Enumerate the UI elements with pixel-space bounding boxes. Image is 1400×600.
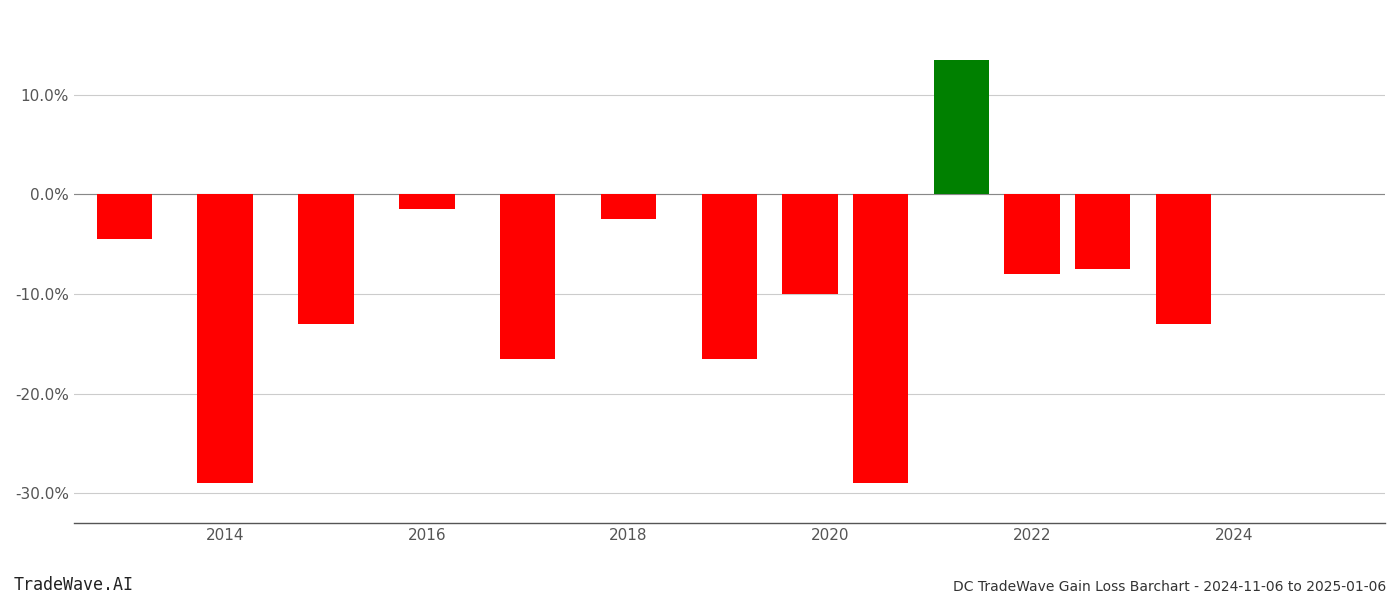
Text: DC TradeWave Gain Loss Barchart - 2024-11-06 to 2025-01-06: DC TradeWave Gain Loss Barchart - 2024-1… <box>953 580 1386 594</box>
Bar <box>1075 194 1130 269</box>
Bar <box>1155 194 1211 324</box>
Bar <box>97 194 153 239</box>
Bar <box>853 194 909 483</box>
Bar <box>1004 194 1060 274</box>
Bar <box>399 194 455 209</box>
Bar <box>701 194 757 359</box>
Bar <box>298 194 354 324</box>
Bar <box>197 194 253 483</box>
Bar <box>500 194 556 359</box>
Bar <box>601 194 657 219</box>
Text: TradeWave.AI: TradeWave.AI <box>14 576 134 594</box>
Bar <box>783 194 837 294</box>
Bar <box>934 60 990 194</box>
